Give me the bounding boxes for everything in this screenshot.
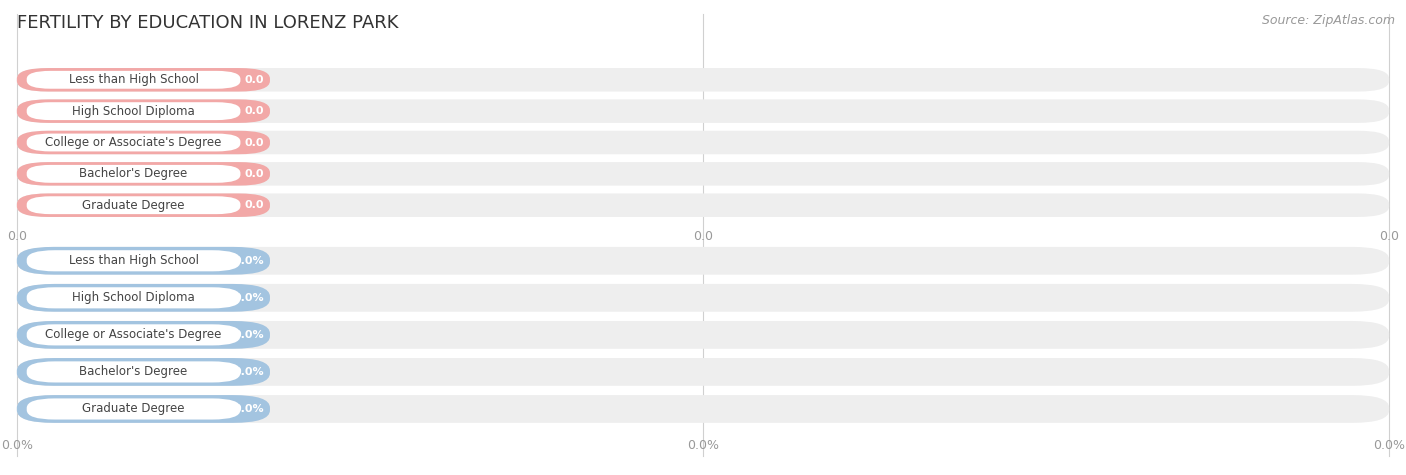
Text: 0.0: 0.0 [693,230,713,243]
FancyBboxPatch shape [27,287,240,308]
Text: 0.0: 0.0 [245,106,264,116]
Text: 0.0%: 0.0% [233,256,264,266]
Text: 0.0%: 0.0% [233,293,264,303]
FancyBboxPatch shape [17,247,1389,275]
FancyBboxPatch shape [17,99,270,123]
Text: Bachelor's Degree: Bachelor's Degree [80,167,187,180]
FancyBboxPatch shape [27,102,240,120]
FancyBboxPatch shape [27,133,240,152]
FancyBboxPatch shape [17,321,270,349]
FancyBboxPatch shape [17,162,1389,186]
FancyBboxPatch shape [17,284,270,312]
Text: 0.0%: 0.0% [688,439,718,452]
Text: College or Associate's Degree: College or Associate's Degree [45,328,222,342]
Text: 0.0%: 0.0% [233,404,264,414]
FancyBboxPatch shape [27,250,240,271]
FancyBboxPatch shape [17,131,1389,154]
Text: 0.0%: 0.0% [233,330,264,340]
FancyBboxPatch shape [17,247,270,275]
Text: 0.0: 0.0 [1379,230,1399,243]
Text: Bachelor's Degree: Bachelor's Degree [80,365,187,379]
Text: 0.0%: 0.0% [1374,439,1405,452]
Text: 0.0: 0.0 [245,200,264,210]
Text: Graduate Degree: Graduate Degree [83,199,184,212]
FancyBboxPatch shape [27,399,240,419]
FancyBboxPatch shape [17,193,270,217]
FancyBboxPatch shape [17,321,1389,349]
FancyBboxPatch shape [17,358,270,386]
FancyBboxPatch shape [17,395,270,423]
Text: Source: ZipAtlas.com: Source: ZipAtlas.com [1261,14,1395,27]
Text: Less than High School: Less than High School [69,254,198,267]
Text: Graduate Degree: Graduate Degree [83,402,184,416]
Text: 0.0%: 0.0% [1,439,32,452]
FancyBboxPatch shape [17,395,1389,423]
FancyBboxPatch shape [27,71,240,89]
FancyBboxPatch shape [27,165,240,183]
FancyBboxPatch shape [17,358,1389,386]
Text: 0.0%: 0.0% [233,367,264,377]
FancyBboxPatch shape [17,284,1389,312]
FancyBboxPatch shape [17,68,270,92]
Text: FERTILITY BY EDUCATION IN LORENZ PARK: FERTILITY BY EDUCATION IN LORENZ PARK [17,14,398,32]
Text: High School Diploma: High School Diploma [72,104,195,118]
Text: High School Diploma: High School Diploma [72,291,195,304]
FancyBboxPatch shape [27,361,240,382]
Text: 0.0: 0.0 [245,137,264,148]
Text: College or Associate's Degree: College or Associate's Degree [45,136,222,149]
FancyBboxPatch shape [17,68,1389,92]
FancyBboxPatch shape [27,196,240,214]
FancyBboxPatch shape [17,131,270,154]
FancyBboxPatch shape [17,99,1389,123]
Text: 0.0: 0.0 [245,169,264,179]
Text: Less than High School: Less than High School [69,73,198,86]
Text: 0.0: 0.0 [245,75,264,85]
FancyBboxPatch shape [17,193,1389,217]
FancyBboxPatch shape [17,162,270,186]
Text: 0.0: 0.0 [7,230,27,243]
FancyBboxPatch shape [27,324,240,345]
